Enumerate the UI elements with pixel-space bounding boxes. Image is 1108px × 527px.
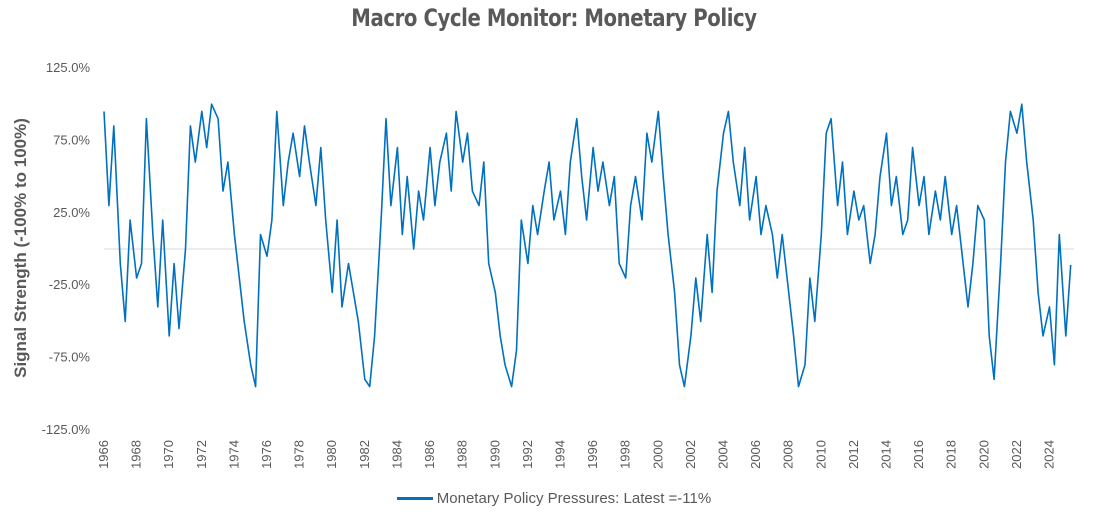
x-tick-label: 2012 [846, 440, 861, 469]
x-tick-label: 2004 [715, 440, 730, 469]
legend-swatch [396, 496, 433, 500]
y-tick-label: -125.0% [42, 422, 91, 437]
chart-title: Macro Cycle Monitor: Monetary Policy [351, 4, 757, 32]
x-tick-label: 1994 [552, 440, 567, 469]
x-tick-label: 1996 [585, 440, 600, 469]
x-tick-label: 1982 [357, 440, 372, 469]
legend-label: Monetary Policy Pressures: Latest =-11% [436, 490, 712, 507]
y-axis-label: Signal Strength (-100% to 100%) [11, 118, 30, 378]
x-tick-label: 1988 [455, 440, 470, 469]
x-tick-label: 2024 [1042, 440, 1057, 469]
y-tick-label: -75.0% [49, 350, 91, 365]
y-tick-label: 75.0% [53, 132, 90, 147]
y-tick-label: 25.0% [53, 205, 90, 220]
x-tick-label: 2008 [781, 440, 796, 469]
x-tick-label: 1984 [389, 440, 404, 469]
legend: Monetary Policy Pressures: Latest =-11% [0, 490, 1108, 507]
x-tick-label: 2016 [911, 440, 926, 469]
x-tick-label: 1970 [161, 440, 176, 469]
x-tick-label: 2014 [879, 440, 894, 469]
x-tick-label: 1986 [422, 440, 437, 469]
x-tick-label: 1974 [226, 440, 241, 469]
y-tick-label: -25.0% [49, 277, 91, 292]
x-tick-label: 1966 [96, 440, 111, 469]
x-tick-label: 2000 [650, 440, 665, 469]
x-tick-label: 2018 [944, 440, 959, 469]
x-tick-label: 1998 [618, 440, 633, 469]
x-tick-label: 2010 [813, 440, 828, 469]
x-tick-label: 1978 [292, 440, 307, 469]
x-tick-label: 1976 [259, 440, 274, 469]
x-tick-label: 1990 [487, 440, 502, 469]
series-line-monetary-policy-pressures [103, 103, 1072, 388]
y-tick-label: 125.0% [46, 60, 91, 75]
x-tick-label: 2002 [683, 440, 698, 469]
x-tick-label: 1980 [324, 440, 339, 469]
x-tick-label: 2020 [976, 440, 991, 469]
x-tick-label: 1992 [520, 440, 535, 469]
x-tick-label: 2006 [748, 440, 763, 469]
x-tick-label: 2022 [1009, 440, 1024, 469]
x-tick-label: 1972 [194, 440, 209, 469]
x-tick-label: 1968 [129, 440, 144, 469]
